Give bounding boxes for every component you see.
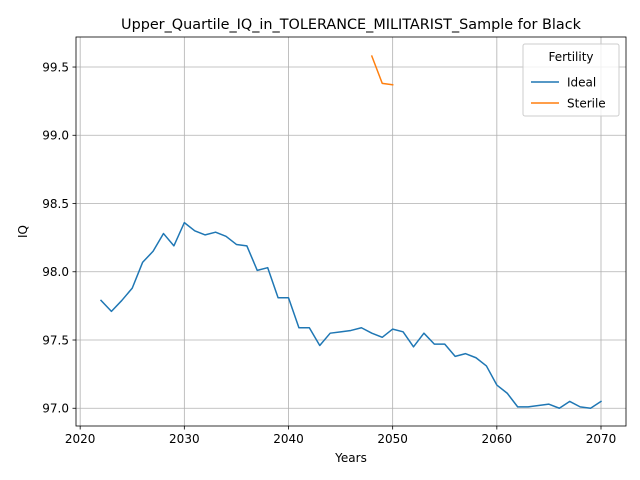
x-tick-label: 2020 bbox=[65, 432, 96, 446]
y-tick-label: 99.0 bbox=[42, 129, 69, 143]
y-tick-label: 99.5 bbox=[42, 60, 69, 74]
y-tick-label: 97.0 bbox=[42, 402, 69, 416]
x-tick-label: 2040 bbox=[273, 432, 304, 446]
ticks: 2020 2030 2040 2050 2060 2070 97.0 97.5 98.0 98.5… bbox=[42, 60, 616, 446]
legend-box bbox=[522, 43, 620, 117]
x-tick-label: 2060 bbox=[482, 432, 513, 446]
plot-area-frame bbox=[75, 36, 627, 427]
x-tick-label: 2070 bbox=[586, 432, 617, 446]
y-axis-label: IQ bbox=[16, 225, 30, 238]
x-tick-label: 2050 bbox=[377, 432, 408, 446]
x-axis-label: Years bbox=[334, 451, 367, 465]
series-line-ideal bbox=[99, 221, 603, 410]
x-tick-label: 2030 bbox=[169, 432, 200, 446]
y-tick-label: 97.5 bbox=[42, 333, 69, 347]
y-tick-label: 98.5 bbox=[42, 197, 69, 211]
y-tick-label: 98.0 bbox=[42, 265, 69, 279]
chart-title: Upper_Quartile_IQ_in_TOLERANCE_MILITARIS… bbox=[121, 17, 582, 33]
series-lines bbox=[99, 55, 603, 410]
legend-label-ideal: Ideal bbox=[567, 75, 596, 89]
legend-entries: Ideal Sterile bbox=[531, 75, 606, 110]
grid bbox=[76, 37, 626, 426]
legend-title: Fertility bbox=[548, 50, 593, 64]
series-line-sterile bbox=[370, 55, 394, 86]
legend: Fertility Ideal Sterile bbox=[522, 43, 620, 117]
legend-label-sterile: Sterile bbox=[567, 96, 606, 110]
